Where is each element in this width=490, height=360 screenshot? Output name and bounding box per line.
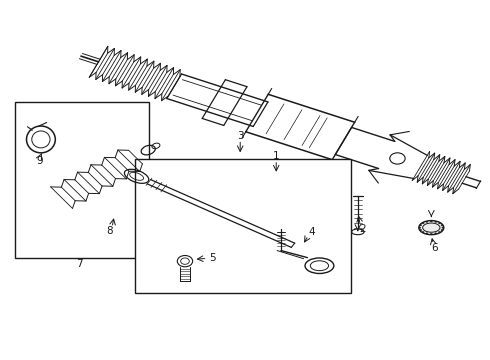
- Circle shape: [441, 229, 443, 231]
- Text: 2: 2: [359, 224, 366, 234]
- Circle shape: [390, 153, 405, 164]
- Ellipse shape: [305, 258, 334, 274]
- Text: 9: 9: [37, 156, 43, 166]
- Text: 8: 8: [106, 226, 113, 236]
- Bar: [15, 102, 149, 258]
- Circle shape: [422, 222, 424, 224]
- Circle shape: [419, 227, 421, 228]
- Circle shape: [439, 231, 441, 233]
- Text: 3: 3: [237, 131, 244, 141]
- Bar: [135, 159, 351, 293]
- Text: 1: 1: [273, 151, 279, 161]
- Circle shape: [442, 227, 444, 228]
- Circle shape: [426, 221, 428, 222]
- Text: 6: 6: [431, 243, 438, 253]
- Circle shape: [422, 231, 424, 233]
- Circle shape: [426, 233, 428, 234]
- Circle shape: [430, 233, 432, 235]
- Circle shape: [430, 221, 432, 222]
- Ellipse shape: [352, 229, 364, 235]
- Text: 5: 5: [209, 253, 216, 262]
- Circle shape: [439, 222, 441, 224]
- Circle shape: [441, 225, 443, 226]
- Ellipse shape: [419, 221, 444, 235]
- Circle shape: [420, 229, 421, 231]
- Circle shape: [420, 225, 421, 226]
- Text: 4: 4: [308, 227, 315, 237]
- Circle shape: [177, 256, 193, 267]
- Circle shape: [435, 221, 437, 222]
- Circle shape: [435, 233, 437, 234]
- Text: 7: 7: [76, 258, 83, 269]
